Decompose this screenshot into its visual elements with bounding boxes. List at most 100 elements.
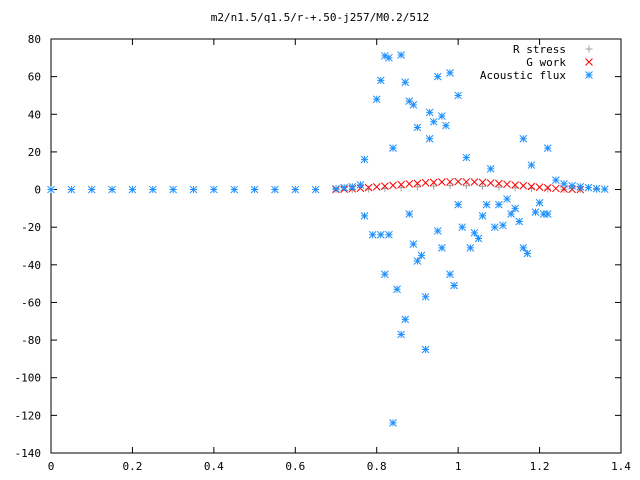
data-point: [389, 419, 397, 427]
data-point: [462, 153, 471, 162]
data-point: [413, 179, 422, 188]
legend-marker: [585, 58, 593, 66]
y-tick-label: -20: [21, 221, 41, 234]
data-point: [413, 257, 422, 265]
data-point: [360, 155, 369, 164]
data-point: [490, 223, 499, 232]
data-point: [446, 270, 454, 279]
data-point: [397, 51, 405, 59]
data-point: [523, 249, 532, 258]
data-point: [421, 345, 430, 354]
data-point: [543, 183, 552, 192]
data-point: [474, 234, 483, 243]
data-point: [360, 212, 369, 220]
series-r-stress: [332, 182, 601, 194]
data-point: [425, 134, 434, 143]
legend-marker: [585, 45, 593, 53]
data-point: [67, 185, 76, 194]
y-tick-label: -80: [21, 334, 41, 347]
data-point: [421, 178, 430, 187]
data-point: [108, 185, 116, 194]
data-point: [507, 210, 515, 218]
data-point: [552, 176, 560, 184]
data-point: [405, 180, 414, 188]
data-point: [515, 217, 524, 226]
x-tick-label: 1: [455, 460, 462, 473]
data-point: [425, 108, 434, 117]
data-point: [409, 101, 418, 109]
data-point: [600, 185, 609, 194]
data-point: [376, 230, 385, 239]
y-tick-label: 20: [28, 146, 41, 159]
data-point: [519, 244, 528, 252]
y-tick-label: 0: [34, 184, 41, 197]
y-tick-label: -40: [21, 259, 41, 272]
data-point: [169, 185, 177, 194]
data-point: [446, 69, 454, 77]
data-point: [417, 251, 426, 260]
y-tick-label: -140: [15, 447, 42, 460]
data-point: [486, 179, 495, 187]
data-point: [413, 183, 421, 191]
legend-marker: [585, 71, 593, 79]
data-point: [413, 123, 422, 132]
y-tick-label: 60: [28, 71, 41, 84]
x-tick-label: 0: [48, 460, 55, 473]
data-point: [560, 180, 568, 188]
data-point: [271, 185, 279, 194]
data-point: [543, 144, 552, 152]
data-point: [486, 164, 495, 173]
data-point: [499, 221, 507, 230]
data-point: [230, 185, 239, 194]
data-point: [442, 121, 450, 130]
data-point: [291, 185, 300, 194]
x-tick-label: 1.4: [611, 460, 631, 473]
data-point: [429, 178, 438, 187]
data-point: [340, 183, 348, 192]
data-point: [368, 230, 377, 239]
x-tick-label: 0.6: [285, 460, 305, 473]
data-point: [454, 91, 462, 100]
data-point: [405, 97, 414, 105]
data-point: [397, 180, 405, 189]
series-acoustic-flux: [47, 51, 609, 427]
data-point: [381, 270, 389, 279]
plot-border: [50, 38, 622, 454]
x-tick-label: 0.2: [122, 460, 142, 473]
data-point: [519, 134, 528, 143]
legend-label: G work: [526, 56, 566, 69]
data-point: [356, 180, 365, 189]
data-point: [429, 117, 438, 126]
series-g-work: [332, 177, 585, 194]
data-point: [503, 180, 511, 189]
data-point: [332, 184, 340, 193]
legend-label: Acoustic flux: [480, 69, 566, 82]
data-point: [389, 181, 397, 190]
data-point: [552, 184, 560, 193]
y-tick-label: -60: [21, 296, 41, 309]
data-point: [543, 210, 552, 218]
data-point: [527, 182, 536, 191]
data-point: [503, 195, 511, 203]
chart-title: m2/n1.5/q1.5/r-+.50-j257/M0.2/512: [211, 11, 430, 24]
data-point: [576, 182, 585, 191]
data-point: [592, 184, 601, 193]
data-point: [389, 144, 397, 152]
data-point: [438, 178, 446, 186]
data-point: [458, 223, 467, 232]
data-point: [438, 112, 446, 121]
data-point: [511, 204, 519, 213]
data-point: [381, 52, 389, 60]
x-tick-label: 1.2: [530, 460, 550, 473]
data-point: [462, 182, 470, 190]
data-point: [462, 177, 471, 186]
data-point: [454, 200, 462, 209]
data-point: [544, 185, 552, 193]
data-point: [381, 182, 389, 191]
data-point: [348, 182, 357, 191]
data-point: [128, 185, 137, 194]
data-point: [438, 244, 446, 252]
axes: 80 60 40 20 0 -20 -40 -60 -80 -100 -120 -140 0 0.2 0.4…: [15, 33, 632, 473]
